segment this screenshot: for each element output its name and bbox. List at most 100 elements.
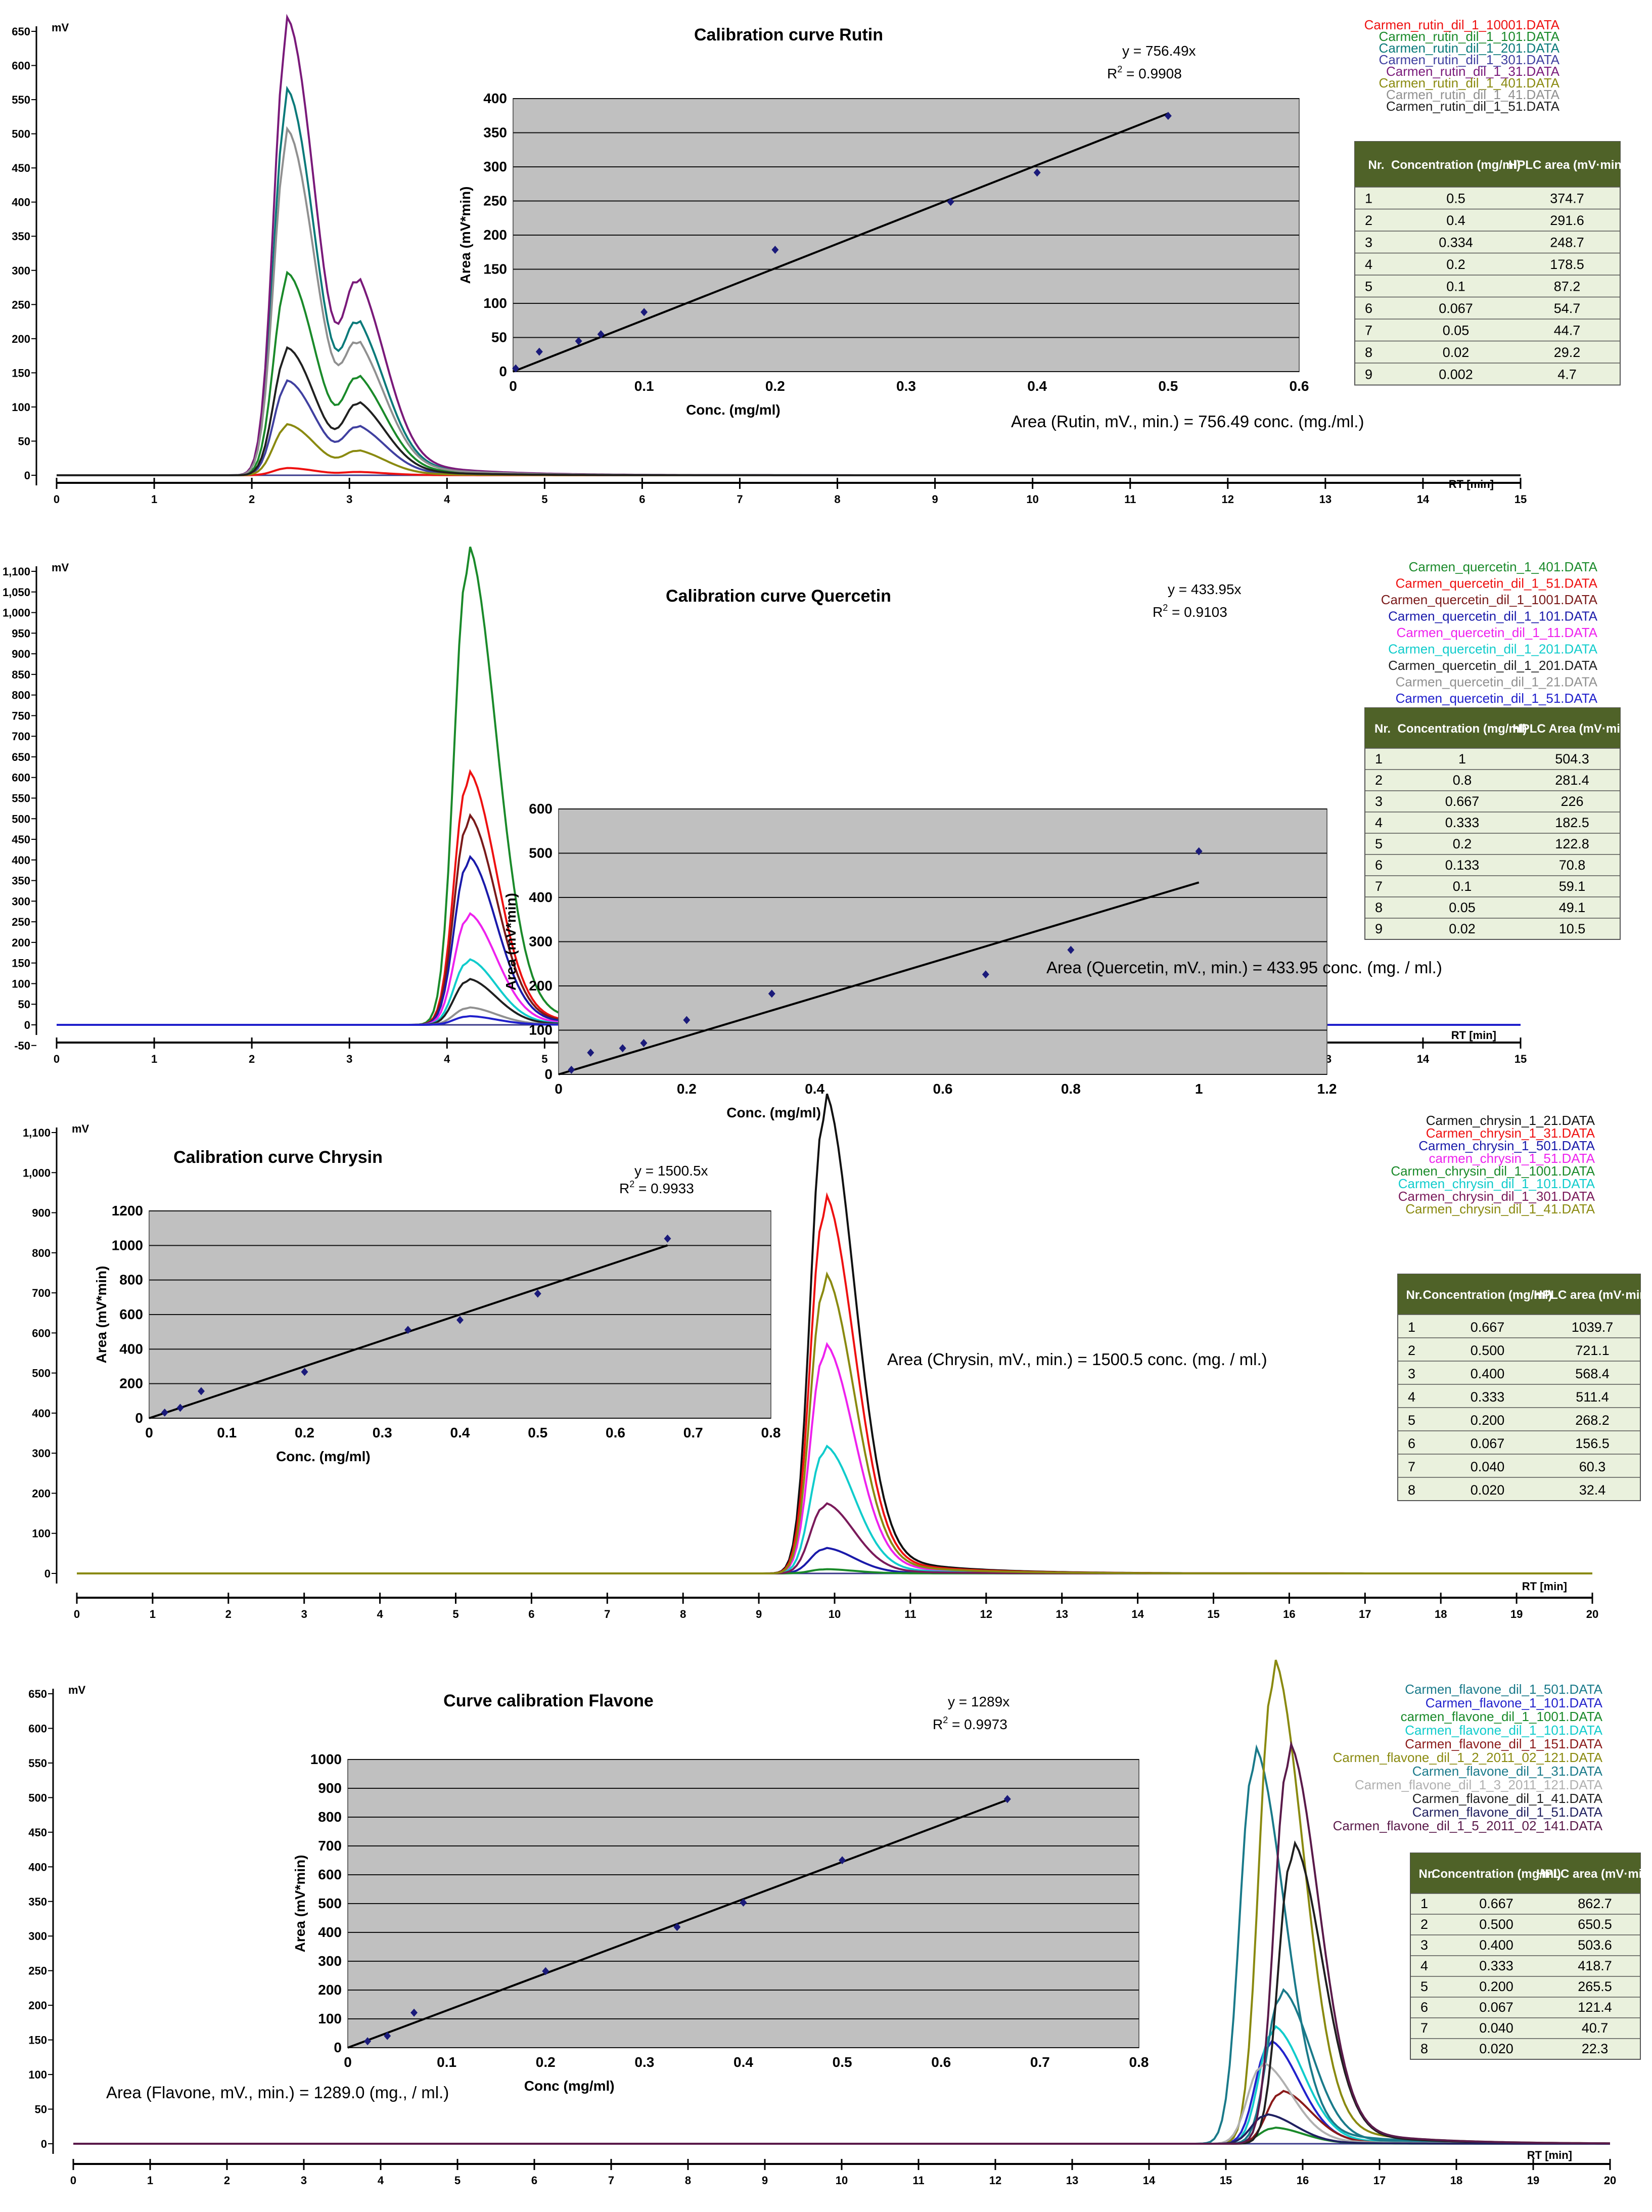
x-tick-label: 12 xyxy=(989,2174,1001,2187)
y-tick-label: 900 xyxy=(32,1207,51,1220)
x-tick-label: 3 xyxy=(301,1608,307,1620)
table-cell: 6 xyxy=(1365,301,1372,316)
table-cell: 0.333 xyxy=(1445,815,1480,830)
trace-rutin-0 xyxy=(57,467,1521,476)
x-tick-label: 7 xyxy=(604,1608,610,1620)
inset-x-tick-label: 0.6 xyxy=(931,2054,951,2070)
table-cell: 1 xyxy=(1365,191,1372,206)
x-tick-label: 4 xyxy=(444,493,450,506)
table-cell: 226 xyxy=(1561,794,1583,809)
x-tick-label: 11 xyxy=(912,2174,924,2187)
legend-entry: Carmen_quercetin_dil_1_51.DATA xyxy=(1396,576,1598,591)
table-cell: 5 xyxy=(1365,279,1372,294)
table-cell: 22.3 xyxy=(1582,2041,1609,2056)
inset-data-point xyxy=(839,1856,846,1865)
x-tick-label: 2 xyxy=(225,1608,232,1620)
x-tick-label: 9 xyxy=(932,493,938,506)
x-tick-label: 9 xyxy=(762,2174,768,2187)
y-tick-label: 300 xyxy=(12,895,30,908)
x-tick-label: 20 xyxy=(1586,1608,1598,1620)
inset-x-title: Conc (mg/ml) xyxy=(524,2078,615,2094)
inset-x-tick-label: 0.1 xyxy=(217,1425,237,1440)
inset-equation: y = 756.49x xyxy=(1122,43,1196,59)
inset-y-tick-label: 200 xyxy=(483,227,507,243)
y-tick-label: 700 xyxy=(12,730,30,743)
table-cell: 1 xyxy=(1458,751,1466,766)
calibration-formula: Area (Flavone, mV., min.) = 1289.0 (mg.,… xyxy=(106,2083,449,2102)
trace-chrysin-6 xyxy=(77,1502,1592,1574)
inset-x-tick-label: 1 xyxy=(1195,1081,1203,1097)
table-cell: 2 xyxy=(1408,1343,1415,1358)
y-tick-label: 200 xyxy=(12,333,30,345)
inset-data-point xyxy=(364,2037,372,2046)
legend-entry: Carmen_quercetin_dil_1_51.DATA xyxy=(1396,691,1598,706)
inset-x-tick-label: 0.8 xyxy=(1129,2054,1149,2070)
table-cell: 248.7 xyxy=(1550,235,1584,250)
table-cell: 0.002 xyxy=(1439,367,1473,382)
inset-data-point xyxy=(740,1898,747,1907)
table-header-bg xyxy=(1365,708,1620,748)
x-tick-label: 17 xyxy=(1359,1608,1371,1620)
table-cell: 4 xyxy=(1408,1389,1415,1405)
y-tick-label: 200 xyxy=(12,936,30,949)
x-tick-label: 5 xyxy=(454,2174,461,2187)
x-tick-label: 15 xyxy=(1515,493,1527,506)
y-tick-label: 600 xyxy=(28,1722,47,1735)
inset-r-squared: R2 = 0.9908 xyxy=(1107,64,1182,81)
inset-equation: y = 433.95x xyxy=(1168,581,1242,597)
inset-x-tick-label: 0.4 xyxy=(1027,378,1047,394)
table-header-cell: Nr. xyxy=(1406,1288,1422,1302)
legend-entry: Carmen_flavone_dil_1_41.DATA xyxy=(1412,1791,1603,1806)
table-cell: 32.4 xyxy=(1579,1482,1606,1498)
inset-y-tick-label: 600 xyxy=(119,1306,143,1322)
y-tick-label: 100 xyxy=(32,1527,51,1540)
table-cell: 6 xyxy=(1375,857,1383,873)
table-cell: 4 xyxy=(1420,1958,1428,1973)
table-cell: 0.400 xyxy=(1479,1937,1513,1953)
y-tick-label: 600 xyxy=(32,1327,51,1339)
table-cell: 0.2 xyxy=(1446,257,1465,272)
x-tick-label: 7 xyxy=(608,2174,614,2187)
y-tick-label: 700 xyxy=(32,1287,51,1299)
y-tick-label: 650 xyxy=(28,1688,47,1700)
inset-y-tick-label: 600 xyxy=(529,801,553,817)
y-tick-label: 650 xyxy=(12,25,30,38)
r2-value: = 0.9973 xyxy=(948,1717,1007,1732)
y-tick-label: 550 xyxy=(28,1757,47,1770)
table-cell: 1 xyxy=(1375,751,1383,766)
x-tick-label: 1 xyxy=(147,2174,153,2187)
x-tick-label: 16 xyxy=(1297,2174,1309,2187)
legend-entry: Carmen_rutin_dil_1_101.DATA xyxy=(1379,29,1560,44)
inset-data-point xyxy=(456,1316,464,1324)
x-tick-label: 3 xyxy=(301,2174,307,2187)
inset-y-tick-label: 0 xyxy=(135,1410,143,1426)
y-tick-label: 300 xyxy=(12,264,30,277)
x-tick-label: 0 xyxy=(74,1608,80,1620)
r2-sup: 2 xyxy=(1117,64,1122,74)
inset-y-tick-label: 200 xyxy=(318,1982,342,1998)
table-cell: 54.7 xyxy=(1554,301,1581,316)
y-tick-label: 1,000 xyxy=(23,1166,51,1179)
x-tick-label: 3 xyxy=(346,1053,352,1065)
table-cell: 3 xyxy=(1375,794,1383,809)
inset-data-point xyxy=(673,1923,681,1931)
inset-y-title: Area (mV*min) xyxy=(292,1855,308,1953)
inset-title: Curve calibration Flavone xyxy=(443,1691,654,1710)
x-tick-label: 15 xyxy=(1515,1053,1527,1065)
table-cell: 0.1 xyxy=(1446,279,1465,294)
table-cell: 0.400 xyxy=(1471,1366,1505,1381)
inset-x-tick-label: 0.5 xyxy=(528,1425,547,1440)
table-cell: 504.3 xyxy=(1555,751,1589,766)
legend-entry: Carmen_quercetin_dil_1_1001.DATA xyxy=(1381,592,1598,607)
inset-x-tick-label: 0.4 xyxy=(733,2054,753,2070)
x-tick-label: 17 xyxy=(1373,2174,1386,2187)
x-tick-label: 12 xyxy=(980,1608,992,1620)
x-axis-title: RT [min] xyxy=(1449,478,1494,490)
legend-entry: Carmen_chrysin_1_31.DATA xyxy=(1426,1125,1595,1141)
table-cell: 0.2 xyxy=(1453,836,1472,851)
x-tick-label: 13 xyxy=(1056,1608,1068,1620)
table-cell: 0.020 xyxy=(1479,2041,1513,2056)
r2-value: = 0.9103 xyxy=(1168,604,1227,620)
y-tick-label: 550 xyxy=(12,792,30,805)
table-cell: 0.500 xyxy=(1479,1917,1513,1932)
